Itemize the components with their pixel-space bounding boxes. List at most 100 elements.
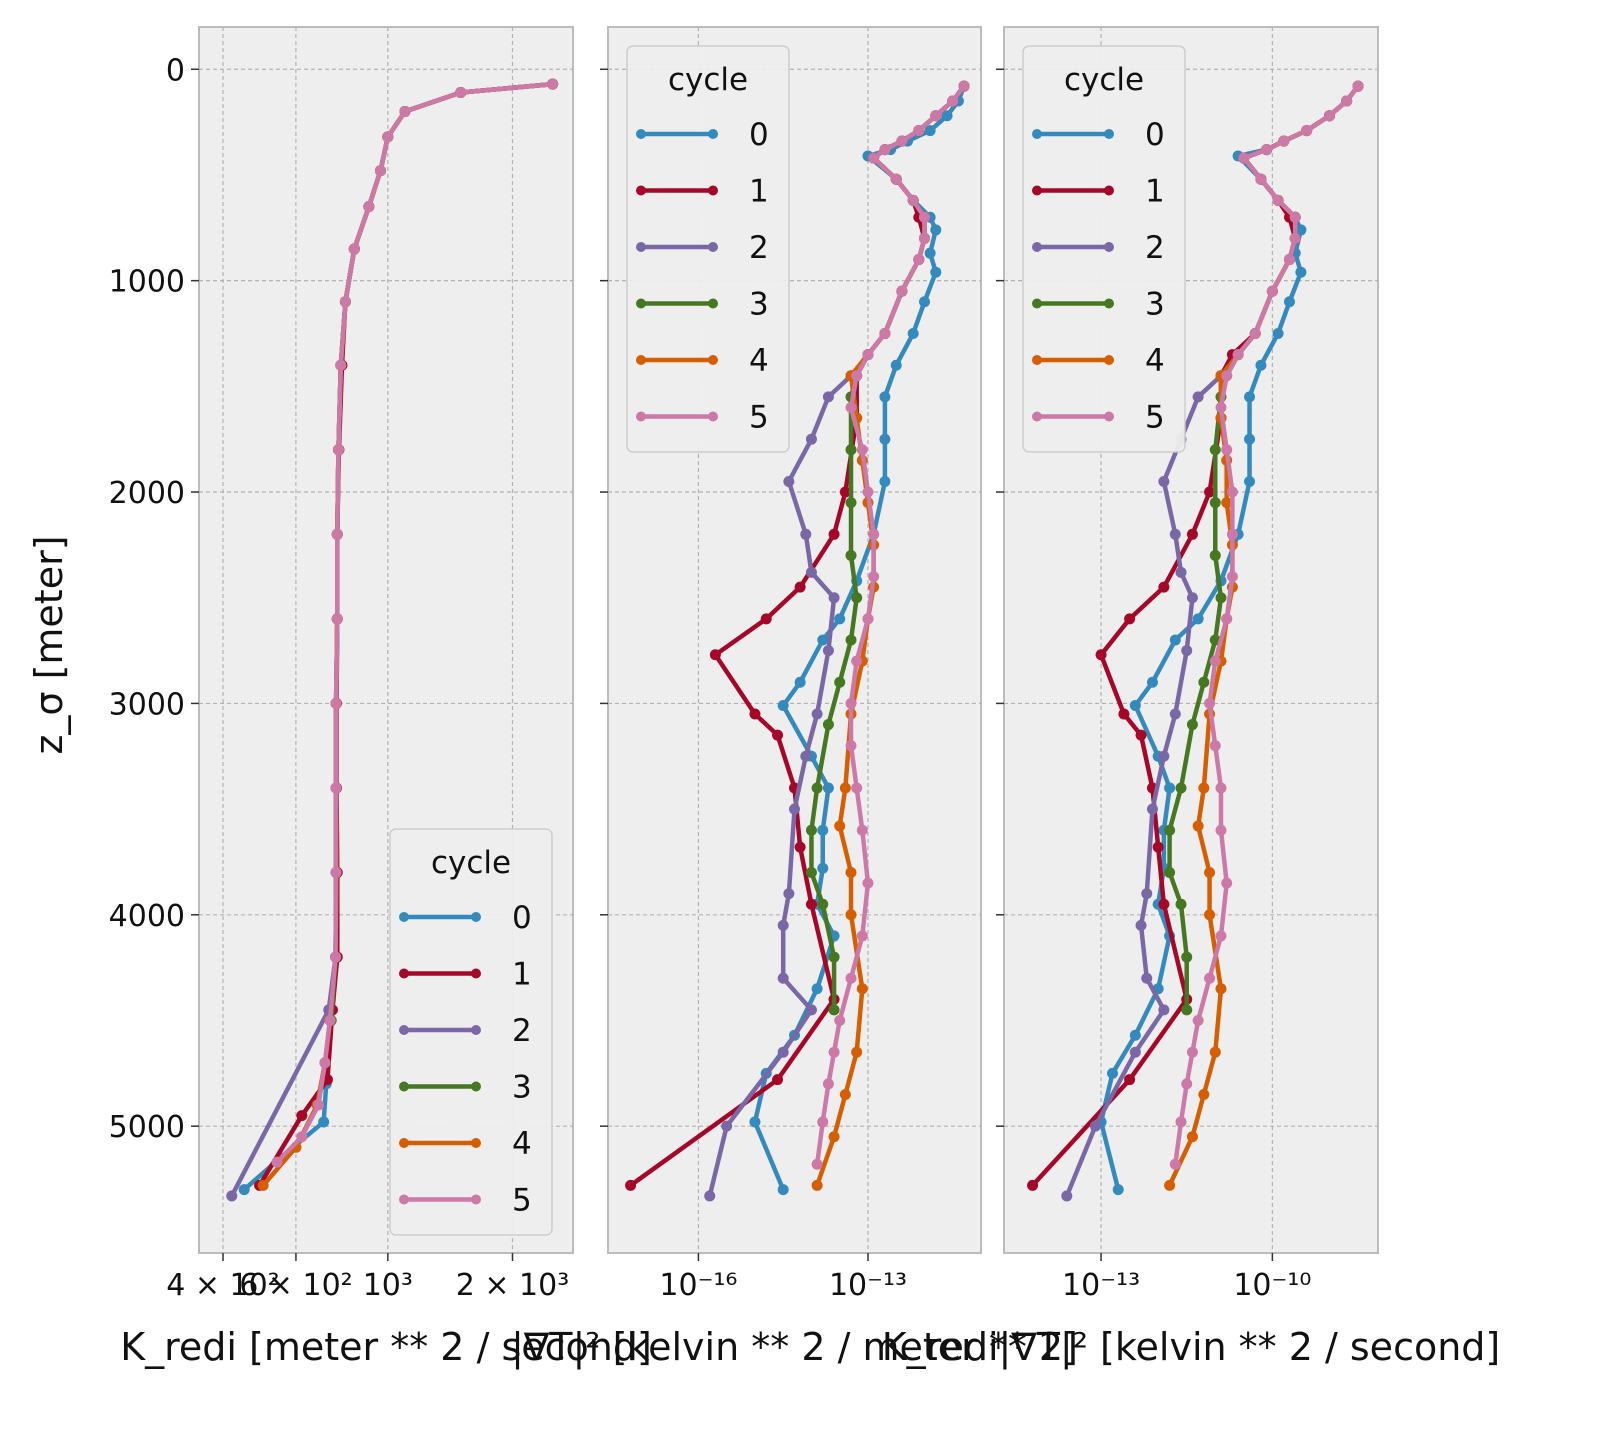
data-point — [851, 782, 863, 794]
data-point — [805, 1004, 817, 1016]
data-point — [879, 144, 891, 156]
data-point — [794, 581, 806, 593]
x-tick-label: 10⁻¹⁶ — [659, 1268, 737, 1303]
data-point — [851, 655, 863, 667]
series-5 — [811, 80, 970, 1170]
legend-swatch-marker — [636, 242, 646, 252]
x-tick-label: 10³ — [363, 1268, 413, 1303]
data-point — [845, 401, 857, 413]
legend-swatch-marker — [1032, 298, 1042, 309]
data-point — [822, 1078, 834, 1090]
data-point — [1209, 497, 1221, 509]
y-tick-label: 1000 — [109, 265, 185, 300]
data-point — [851, 592, 863, 604]
data-point — [1129, 1046, 1141, 1058]
data-point — [845, 740, 857, 752]
data-point — [805, 824, 817, 836]
data-point — [704, 1190, 716, 1202]
data-point — [907, 328, 919, 339]
data-point — [238, 1184, 250, 1196]
data-point — [1232, 349, 1244, 361]
data-point — [805, 867, 817, 879]
legend-swatch-marker — [399, 1081, 409, 1092]
legend-label: 0 — [749, 117, 769, 153]
series-5 — [1169, 80, 1364, 1170]
data-point — [1112, 1184, 1124, 1196]
data-point — [930, 266, 942, 278]
data-point — [879, 328, 891, 339]
data-point — [374, 165, 386, 177]
legend-label: 1 — [1145, 174, 1165, 210]
legend-swatch-marker — [471, 968, 481, 979]
data-point — [839, 486, 851, 498]
data-point — [822, 782, 834, 794]
data-point — [800, 750, 812, 762]
data-point — [1186, 528, 1198, 540]
data-point — [319, 1057, 331, 1069]
legend-swatch-marker — [399, 1138, 409, 1148]
data-point — [918, 232, 930, 244]
data-point — [1209, 444, 1221, 456]
x-tick-label: 2 × 10³ — [456, 1268, 570, 1303]
y-tick-label: 5000 — [109, 1110, 185, 1145]
data-point — [749, 708, 761, 720]
legend-swatch-marker — [636, 185, 646, 196]
data-point — [828, 1046, 840, 1058]
legend-swatch-marker — [1104, 129, 1114, 139]
data-point — [845, 697, 857, 709]
legend-swatch-marker — [708, 298, 718, 309]
data-point — [399, 106, 411, 118]
data-point — [817, 634, 829, 646]
data-point — [896, 135, 908, 147]
data-point — [1255, 359, 1267, 371]
data-point — [868, 152, 880, 164]
data-point — [941, 110, 953, 122]
x-tick-label: 4 × 10² — [166, 1268, 280, 1303]
data-point — [1186, 719, 1198, 731]
data-point — [828, 592, 840, 604]
legend-label: 4 — [512, 1126, 532, 1162]
data-point — [1106, 1067, 1118, 1079]
legend-swatch-marker — [1032, 411, 1042, 422]
data-point — [1175, 782, 1187, 794]
data-point — [811, 1179, 823, 1191]
data-point — [1215, 824, 1227, 836]
data-point — [828, 528, 840, 540]
data-point — [330, 867, 342, 879]
legend-label: 2 — [512, 1013, 532, 1049]
legend-swatch-marker — [1104, 242, 1114, 252]
data-point — [1226, 486, 1238, 498]
data-point — [789, 803, 800, 815]
data-point — [1135, 919, 1147, 931]
data-point — [817, 898, 829, 910]
data-point — [834, 613, 846, 625]
data-point — [331, 613, 343, 625]
y-tick-label: 2000 — [109, 476, 185, 511]
data-point — [709, 649, 721, 661]
data-point — [547, 78, 559, 90]
data-point — [1089, 1120, 1101, 1132]
data-point — [330, 951, 342, 963]
data-point — [1244, 475, 1256, 487]
data-point — [1283, 296, 1295, 308]
legend-label: 3 — [749, 287, 769, 323]
data-point — [749, 1116, 761, 1128]
data-point — [918, 211, 930, 223]
data-point — [1124, 613, 1136, 625]
data-point — [822, 645, 834, 657]
data-point — [1146, 676, 1158, 688]
data-point — [822, 719, 834, 731]
legend-label: 0 — [1145, 117, 1165, 153]
data-point — [811, 983, 823, 995]
data-point — [913, 254, 925, 266]
data-point — [794, 841, 806, 853]
data-point — [834, 1014, 846, 1026]
panel-gradT-squared: 10⁻¹⁶ 10⁻¹³ |∇T|² [kelvin ** 2 / meter ** … — [511, 26, 1078, 1370]
data-point — [1158, 581, 1170, 593]
legend-swatch-marker — [471, 1138, 481, 1148]
x-axis-label: K_redi|∇T|² [kelvin ** 2 / second] — [882, 1325, 1501, 1370]
data-point — [1175, 1116, 1187, 1128]
data-point — [1141, 972, 1153, 984]
data-point — [1215, 782, 1227, 794]
